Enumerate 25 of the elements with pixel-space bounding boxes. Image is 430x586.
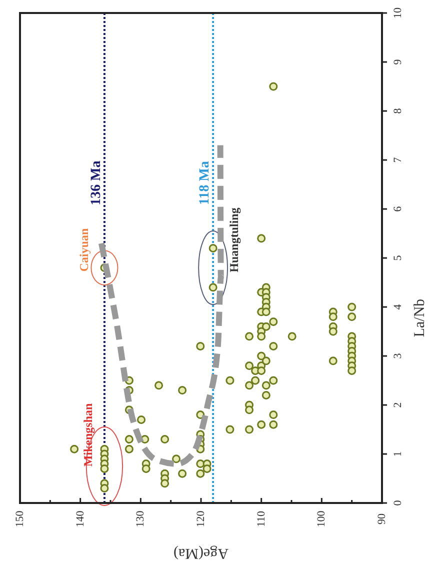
ref-line-label: 118 Ma <box>198 161 213 205</box>
y-tick-label: 1 <box>392 451 404 457</box>
annotation: Caiyuan <box>77 228 91 272</box>
y-tick-label: 7 <box>392 156 404 163</box>
x-tick-label: 100 <box>316 510 328 528</box>
y-tick-label: 0 <box>392 500 404 506</box>
y-axis-title: La/Nb <box>412 298 428 338</box>
y-tick-label: 10 <box>392 7 404 18</box>
x-axis-title: Age(Ma) <box>174 545 228 561</box>
x-tick-label: 110 <box>255 510 268 528</box>
x-tick-label: 120 <box>195 510 207 528</box>
y-tick-label: 9 <box>392 58 404 65</box>
y-tick-label: 3 <box>392 352 404 359</box>
x-tick-label: 140 <box>74 510 86 528</box>
annotation: Huangtuling <box>227 208 241 272</box>
y-tick-label: 5 <box>392 254 404 261</box>
y-tick-label: 6 <box>392 206 404 212</box>
y-tick-label: 8 <box>392 108 404 114</box>
y-tick-label: 4 <box>392 304 404 310</box>
x-tick-label: 90 <box>376 513 388 524</box>
x-tick-label: 150 <box>14 510 26 528</box>
y-tick-label: 2 <box>392 402 404 408</box>
ref-line-label: 136 Ma <box>88 160 104 206</box>
annotation: Mikengshan <box>81 403 95 467</box>
x-tick-label: 130 <box>134 510 147 528</box>
